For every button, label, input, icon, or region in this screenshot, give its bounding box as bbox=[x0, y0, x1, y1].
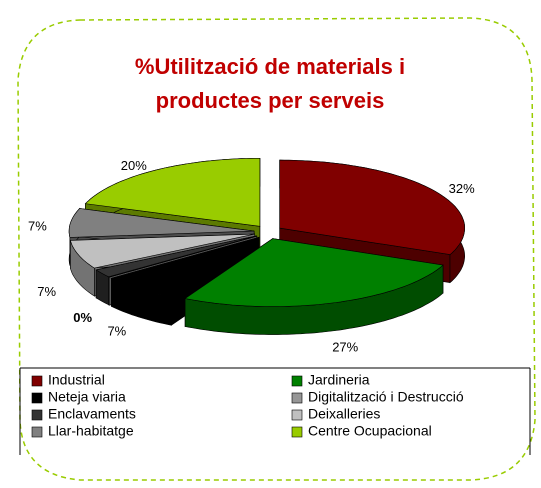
legend-label: Llar-habitatge bbox=[48, 423, 134, 439]
legend-label: Enclavaments bbox=[48, 406, 136, 422]
legend-swatch bbox=[291, 409, 303, 421]
legend-label: Centre Ocupacional bbox=[308, 423, 432, 439]
slice bbox=[84, 158, 261, 227]
legend-swatch bbox=[31, 375, 43, 387]
slice bbox=[68, 208, 255, 238]
legend: Industrial Jardineria Neteja viaria Digital… bbox=[31, 372, 464, 439]
chart-title: productes per serveis bbox=[156, 88, 385, 113]
legend-label: Deixalleries bbox=[308, 406, 380, 422]
legend-label: Jardineria bbox=[308, 372, 370, 388]
legend-swatch bbox=[291, 426, 303, 438]
data-label: 0% bbox=[73, 310, 92, 325]
slice bbox=[95, 235, 257, 278]
slice bbox=[109, 235, 257, 278]
data-label: 32% bbox=[449, 181, 475, 196]
legend-swatch bbox=[31, 392, 43, 404]
legend-swatch bbox=[31, 426, 43, 438]
legend-label: Neteja viaria bbox=[48, 389, 126, 405]
data-label: 20% bbox=[121, 158, 147, 173]
slice bbox=[110, 237, 260, 298]
legend-frame bbox=[19, 367, 531, 455]
data-label: 7% bbox=[28, 219, 47, 234]
legend-swatch bbox=[291, 375, 303, 387]
data-label: 7% bbox=[37, 284, 56, 299]
slice bbox=[69, 233, 255, 269]
data-label: 7% bbox=[107, 324, 126, 339]
legend-swatch bbox=[31, 409, 43, 421]
pie: 32% 27% 7% 0% 7% 7% 20% bbox=[28, 158, 475, 355]
legend-label: Digitalització i Destrucció bbox=[308, 389, 464, 405]
slice bbox=[184, 238, 444, 307]
slice bbox=[279, 159, 466, 255]
chart-title: %Utilització de materials i bbox=[135, 54, 405, 79]
legend-swatch bbox=[291, 392, 303, 404]
data-label: 27% bbox=[332, 340, 358, 355]
legend-label: Industrial bbox=[48, 372, 105, 388]
frame bbox=[17, 17, 536, 481]
